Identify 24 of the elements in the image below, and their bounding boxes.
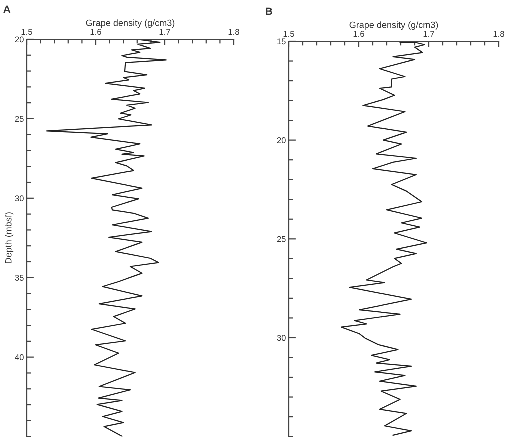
chart-title: B <box>266 8 272 16</box>
x-tick-label: 1.7 <box>424 31 434 37</box>
x-tick-label: 1.8 <box>494 31 504 38</box>
y-tick-label: 25 <box>277 236 286 242</box>
y-tick-label: 15 <box>278 38 286 45</box>
y-tick-label: 30 <box>15 196 24 202</box>
x-axis-title: Grape density (g/cm3) <box>86 20 175 28</box>
x-tick-label: 1.5 <box>284 31 294 38</box>
y-tick-label: 20 <box>277 138 286 144</box>
x-tick-label: 1.5 <box>22 29 32 36</box>
y-tick-label: 25 <box>15 116 24 122</box>
x-tick-label: 1.6 <box>90 29 102 36</box>
x-tick-label: 1.6 <box>354 31 364 38</box>
line-series <box>340 42 428 436</box>
x-axis-title: Grape density (g/cm3) <box>350 22 438 30</box>
y-tick-label: 40 <box>15 354 24 360</box>
x-tick-label: 1.8 <box>228 29 240 36</box>
y-axis-title: Depth (mbsf) <box>5 212 14 264</box>
y-tick-label: 30 <box>277 335 286 342</box>
y-tick-label: 20 <box>15 36 24 43</box>
x-tick-label: 1.7 <box>160 29 170 35</box>
chart-title: A <box>4 6 11 14</box>
line-series <box>46 40 167 437</box>
y-tick-label: 35 <box>15 275 24 281</box>
